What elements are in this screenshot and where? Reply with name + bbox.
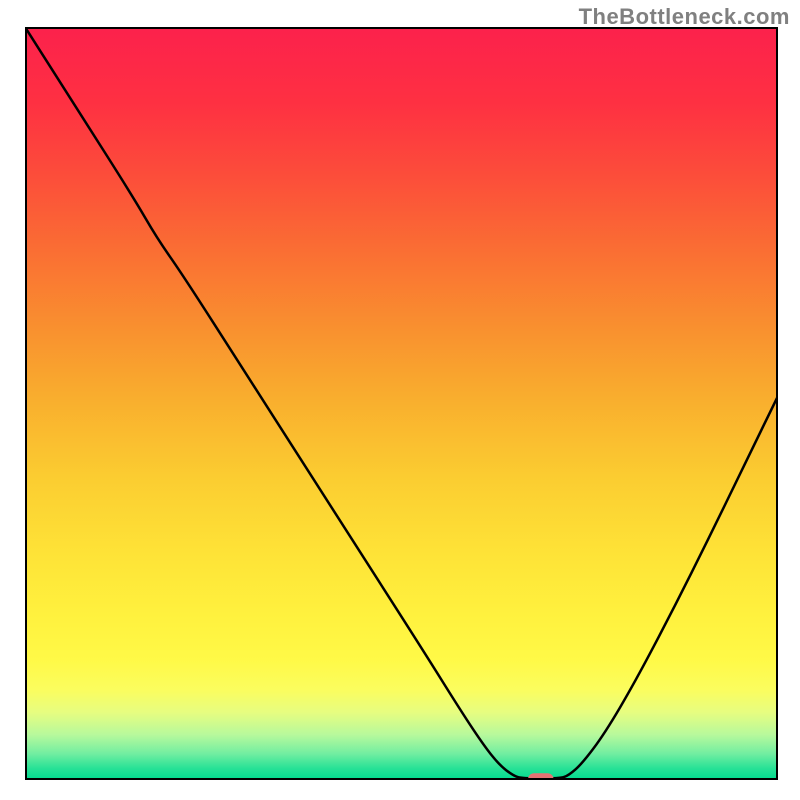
chart-svg <box>0 0 800 800</box>
plot-area <box>25 27 778 785</box>
bottleneck-chart: TheBottleneck.com <box>0 0 800 800</box>
watermark-text: TheBottleneck.com <box>579 4 790 30</box>
gradient-fill <box>25 27 778 780</box>
